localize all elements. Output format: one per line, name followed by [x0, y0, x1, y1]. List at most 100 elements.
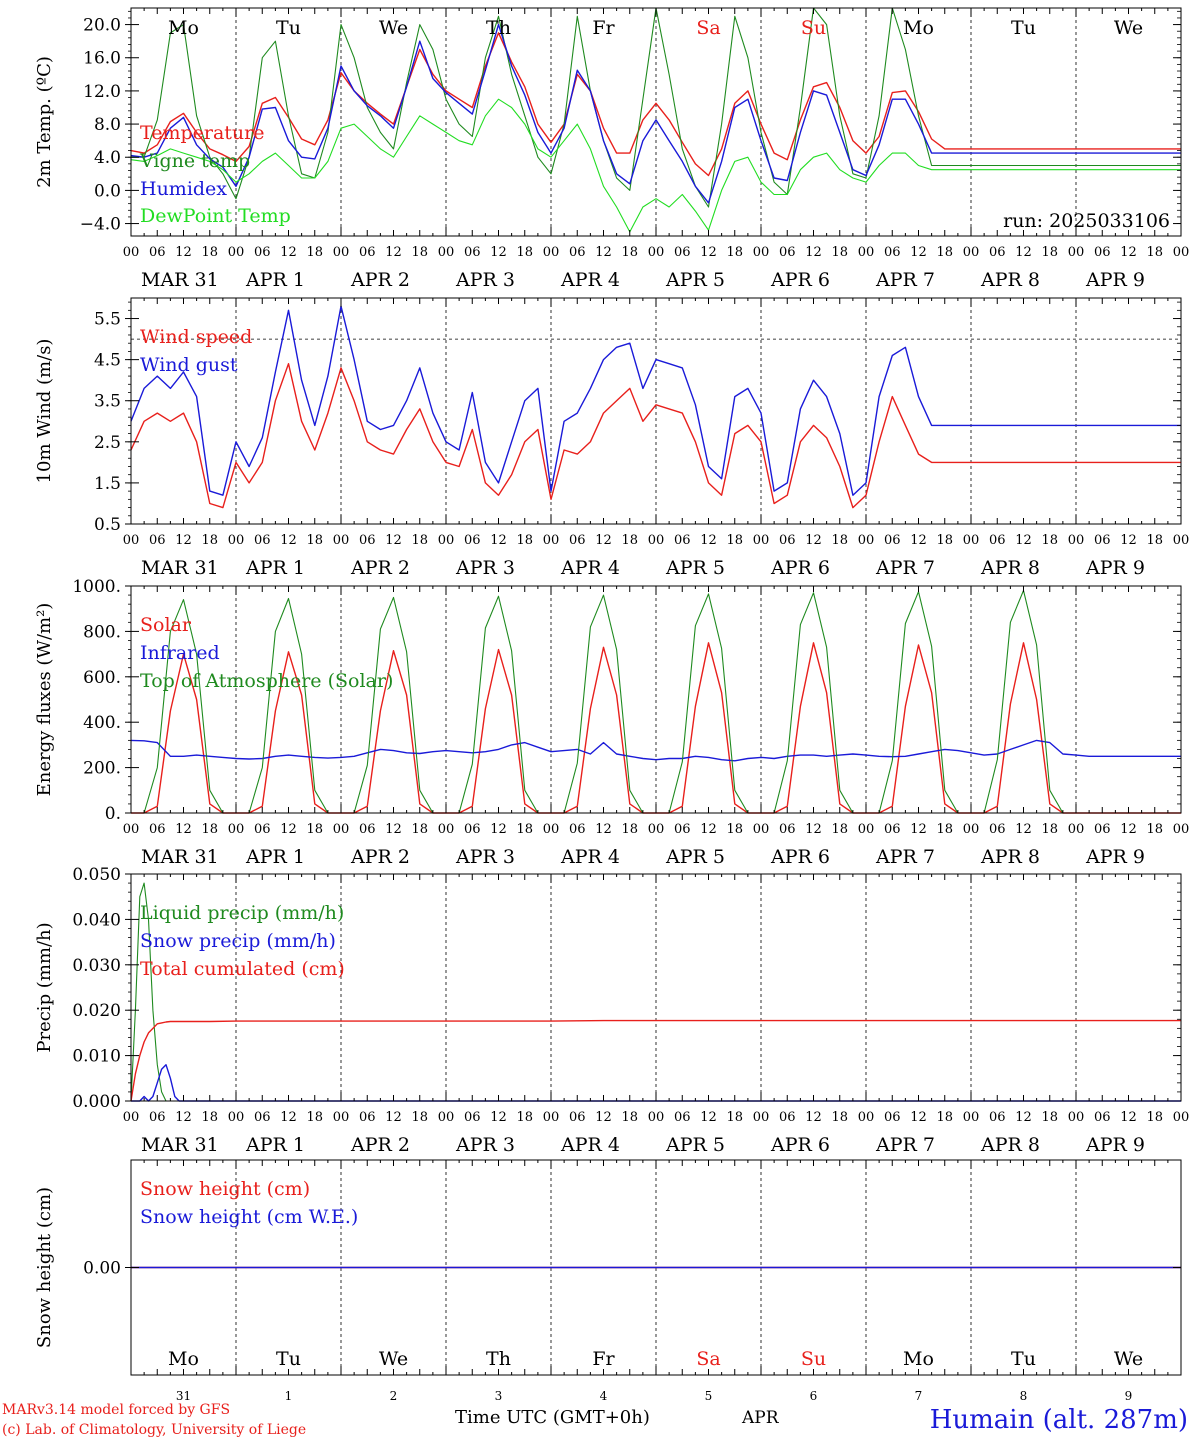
y-tick-label: 800.: [83, 622, 121, 642]
hour-tick-label: 06: [569, 822, 586, 837]
hour-tick-label: 00: [438, 1110, 455, 1125]
date-label: APR 2: [350, 846, 410, 868]
hour-tick-label: 00: [333, 822, 350, 837]
hour-tick-label: 12: [1120, 533, 1137, 548]
hour-tick-label: 06: [359, 1110, 376, 1125]
legend-label: Solar: [140, 614, 192, 636]
day-number: 2: [390, 1389, 398, 1403]
hour-tick-label: 18: [621, 1110, 638, 1125]
hour-tick-label: 12: [910, 1110, 927, 1125]
hour-tick-label: 18: [621, 822, 638, 837]
hour-tick-label: 12: [490, 822, 507, 837]
hour-tick-label: 12: [910, 533, 927, 548]
legend-label: Snow precip (mm/h): [140, 930, 336, 952]
hour-tick-label: 00: [333, 1110, 350, 1125]
hour-tick-label: 18: [1041, 533, 1058, 548]
y-tick-label: 0.00: [83, 1259, 121, 1279]
hour-tick-label: 06: [569, 533, 586, 548]
date-label: APR 7: [875, 557, 935, 579]
date-label: MAR 31: [141, 269, 219, 291]
date-label: APR 5: [665, 269, 725, 291]
day-name: Mo: [168, 1348, 199, 1370]
hour-tick-label: 00: [963, 822, 980, 837]
x-axis-title: Time UTC (GMT+0h): [455, 1407, 650, 1428]
hour-tick-label: 00: [753, 533, 770, 548]
day-name: Fr: [592, 1348, 615, 1370]
footer: MARv3.14 model forced by GFS (c) Lab. of…: [2, 1402, 1188, 1438]
hour-tick-label: 06: [569, 245, 586, 260]
hour-tick-label: 00: [648, 533, 665, 548]
date-label: APR 4: [560, 269, 620, 291]
hour-tick-label: 00: [123, 533, 140, 548]
date-label: APR 8: [980, 1134, 1040, 1156]
hour-tick-label: 18: [1146, 822, 1163, 837]
hour-tick-label: 18: [726, 533, 743, 548]
hour-tick-label: 00: [1068, 1110, 1085, 1125]
panel-4: 0.000 0.010 0.020 0.030 0.040 0.050 Precip (mm…: [34, 865, 1189, 1156]
hour-tick-label: 06: [254, 533, 271, 548]
hour-tick-label: 18: [1146, 1110, 1163, 1125]
date-label: APR 9: [1085, 557, 1145, 579]
hour-tick-label: 00: [228, 822, 245, 837]
date-label: APR 8: [980, 269, 1040, 291]
hour-tick-label: 12: [1015, 1110, 1032, 1125]
hour-tick-label: 06: [1094, 1110, 1111, 1125]
hour-tick-label: 00: [858, 1110, 875, 1125]
hour-tick-label: 06: [464, 533, 481, 548]
hour-tick-label: 06: [884, 245, 901, 260]
date-label: APR 3: [455, 1134, 515, 1156]
hour-tick-label: 06: [149, 822, 166, 837]
series-line: [131, 642, 1181, 814]
date-label: APR 9: [1085, 846, 1145, 868]
hour-tick-label: 06: [989, 533, 1006, 548]
day-number: 5: [705, 1389, 713, 1403]
hour-tick-label: 12: [700, 245, 717, 260]
y-tick-label: 0.5: [94, 515, 121, 535]
hour-tick-label: 18: [726, 1110, 743, 1125]
y-tick-label: 4.5: [94, 351, 121, 371]
hour-tick-label: 00: [1173, 533, 1190, 548]
date-label: APR 2: [350, 1134, 410, 1156]
day-name: We: [379, 17, 408, 39]
day-name: Sa: [696, 17, 720, 39]
hour-tick-label: 06: [674, 822, 691, 837]
hour-tick-label: 00: [648, 245, 665, 260]
date-label: APR 7: [875, 269, 935, 291]
y-tick-label: 12.0: [83, 82, 121, 102]
y-tick-label: 0.040: [72, 910, 121, 930]
hour-tick-label: 18: [936, 533, 953, 548]
day-name: Fr: [592, 17, 615, 39]
hour-tick-label: 18: [726, 245, 743, 260]
series-line: [130, 305, 1181, 496]
hour-tick-label: 18: [831, 533, 848, 548]
hour-tick-label: 00: [438, 822, 455, 837]
hour-tick-label: 12: [280, 533, 297, 548]
hour-tick-label: 18: [621, 533, 638, 548]
hour-tick-label: 00: [123, 245, 140, 260]
hour-tick-label: 12: [805, 245, 822, 260]
day-name: Su: [801, 17, 826, 39]
hour-tick-label: 12: [805, 533, 822, 548]
y-tick-label: 0.030: [72, 956, 121, 976]
hour-tick-label: 18: [306, 533, 323, 548]
hour-tick-label: 12: [490, 1110, 507, 1125]
hour-tick-label: 06: [149, 245, 166, 260]
hour-tick-label: 00: [543, 245, 560, 260]
hour-tick-label: 18: [831, 245, 848, 260]
date-label: APR 3: [455, 846, 515, 868]
hour-tick-label: 12: [1015, 245, 1032, 260]
hour-tick-label: 00: [543, 1110, 560, 1125]
date-label: APR 6: [770, 1134, 830, 1156]
y-tick-label: 200.: [83, 759, 121, 779]
hour-tick-label: 00: [963, 1110, 980, 1125]
hour-tick-label: 06: [884, 533, 901, 548]
hour-tick-label: 12: [490, 533, 507, 548]
hour-tick-label: 00: [963, 533, 980, 548]
hour-tick-label: 06: [779, 245, 796, 260]
hour-tick-label: 18: [411, 533, 428, 548]
date-label: APR 3: [455, 557, 515, 579]
date-label: APR 1: [245, 557, 305, 579]
hour-tick-label: 00: [963, 245, 980, 260]
y-tick-label: 20.0: [83, 16, 121, 36]
station-title: Humain (alt. 287m): [930, 1405, 1188, 1435]
